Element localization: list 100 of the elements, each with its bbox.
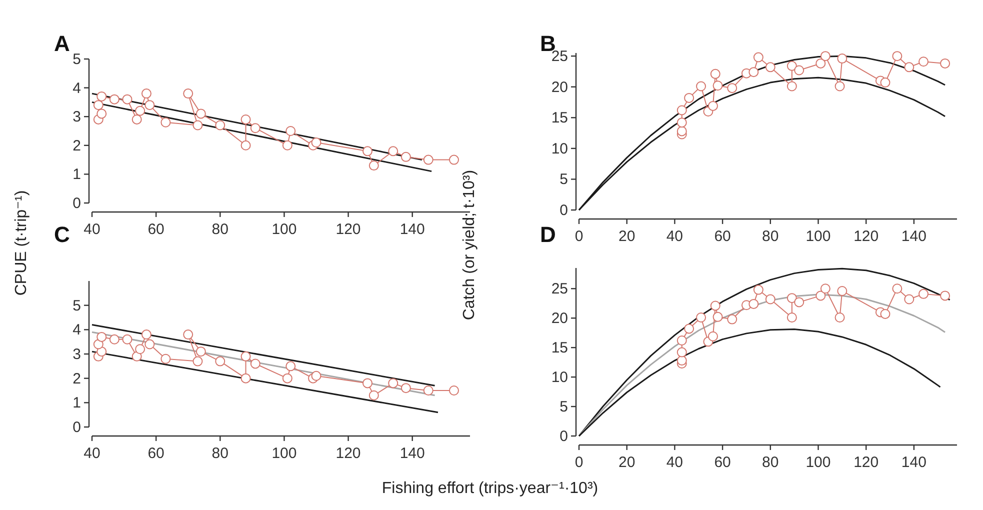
chart-title: A — [54, 30, 70, 56]
point — [918, 56, 929, 67]
point — [696, 312, 706, 323]
point — [892, 284, 902, 294]
point — [400, 152, 411, 162]
point — [794, 65, 804, 76]
x-tick-label: 140 — [400, 221, 425, 238]
x-tick-label: 20 — [618, 228, 636, 245]
point — [712, 80, 723, 91]
point — [388, 378, 398, 388]
point — [368, 390, 379, 400]
point — [834, 81, 845, 92]
point — [710, 300, 720, 311]
x-tick-label: 120 — [336, 221, 361, 238]
y-tick-label: 15 — [551, 340, 568, 357]
point — [141, 88, 152, 99]
y-axis-title: Catch (or yield; t·10³) — [461, 170, 478, 320]
y-tick-label: 20 — [551, 78, 568, 96]
point — [135, 344, 146, 354]
y-tick-label: 5 — [560, 398, 568, 416]
point — [676, 356, 687, 366]
point — [816, 290, 826, 301]
point — [940, 290, 950, 301]
point — [192, 356, 203, 366]
point — [423, 154, 434, 165]
point — [196, 108, 206, 119]
y-tick-label: 5 — [72, 297, 81, 314]
point — [160, 117, 171, 128]
point — [880, 78, 890, 88]
x-tick-label: 140 — [400, 445, 425, 462]
point — [250, 358, 260, 369]
y-tick-label: 3 — [72, 108, 81, 126]
y-tick-label: 1 — [72, 166, 81, 184]
point — [753, 284, 764, 295]
point — [362, 146, 372, 156]
y-tick-label: 4 — [72, 80, 81, 97]
x-tick-label: 0 — [574, 228, 584, 245]
point — [748, 298, 759, 309]
point — [834, 312, 845, 323]
point — [676, 126, 687, 136]
point — [753, 52, 764, 62]
point — [794, 297, 804, 308]
point — [183, 88, 194, 99]
point — [918, 288, 929, 299]
y-tick-label: 0 — [72, 195, 81, 212]
y-tick-label: 10 — [551, 140, 568, 158]
x-tick-label: 60 — [714, 228, 731, 245]
point — [676, 336, 687, 346]
point — [109, 94, 120, 104]
point — [388, 146, 398, 156]
point — [423, 386, 434, 396]
point — [282, 140, 292, 150]
point — [215, 120, 226, 130]
point — [122, 334, 132, 344]
point — [684, 92, 694, 103]
y-tick-label: 25 — [551, 280, 568, 298]
point — [765, 294, 776, 304]
point — [362, 378, 372, 388]
point — [132, 351, 142, 362]
point — [786, 293, 797, 304]
point — [400, 383, 411, 394]
x-tick-label: 80 — [212, 221, 228, 238]
point — [311, 370, 322, 381]
point — [880, 308, 890, 319]
point — [135, 106, 146, 116]
x-tick-label: 100 — [806, 228, 831, 245]
point — [904, 294, 914, 304]
y-tick-label: 2 — [72, 370, 81, 388]
point — [109, 334, 120, 344]
y-tick-label: 0 — [560, 202, 568, 219]
point — [132, 114, 142, 124]
point — [196, 346, 206, 357]
point — [240, 140, 251, 150]
x-tick-label: 120 — [854, 454, 879, 471]
point — [837, 54, 848, 64]
y-tick-label: 5 — [72, 51, 81, 68]
x-tick-label: 140 — [901, 454, 926, 471]
point — [192, 120, 203, 130]
x-tick-label: 60 — [148, 445, 164, 462]
point — [786, 312, 797, 323]
y-tick-label: 0 — [560, 428, 568, 445]
point — [240, 373, 251, 384]
point — [816, 58, 826, 68]
x-tick-label: 120 — [854, 228, 879, 245]
x-tick-label: 100 — [272, 221, 297, 238]
point — [676, 105, 687, 116]
y-tick-label: 20 — [551, 310, 568, 328]
point — [250, 123, 260, 134]
point — [727, 314, 738, 324]
point — [96, 108, 107, 119]
x-tick-label: 100 — [806, 454, 831, 471]
x-tick-label: 80 — [762, 228, 779, 245]
x-axis-title: Fishing effort (trips·year⁻¹·10³) — [382, 480, 598, 497]
point — [96, 91, 107, 102]
point — [837, 286, 848, 296]
point — [712, 312, 723, 322]
point — [368, 160, 379, 171]
point — [765, 62, 776, 72]
point — [93, 100, 104, 110]
point — [820, 284, 830, 294]
